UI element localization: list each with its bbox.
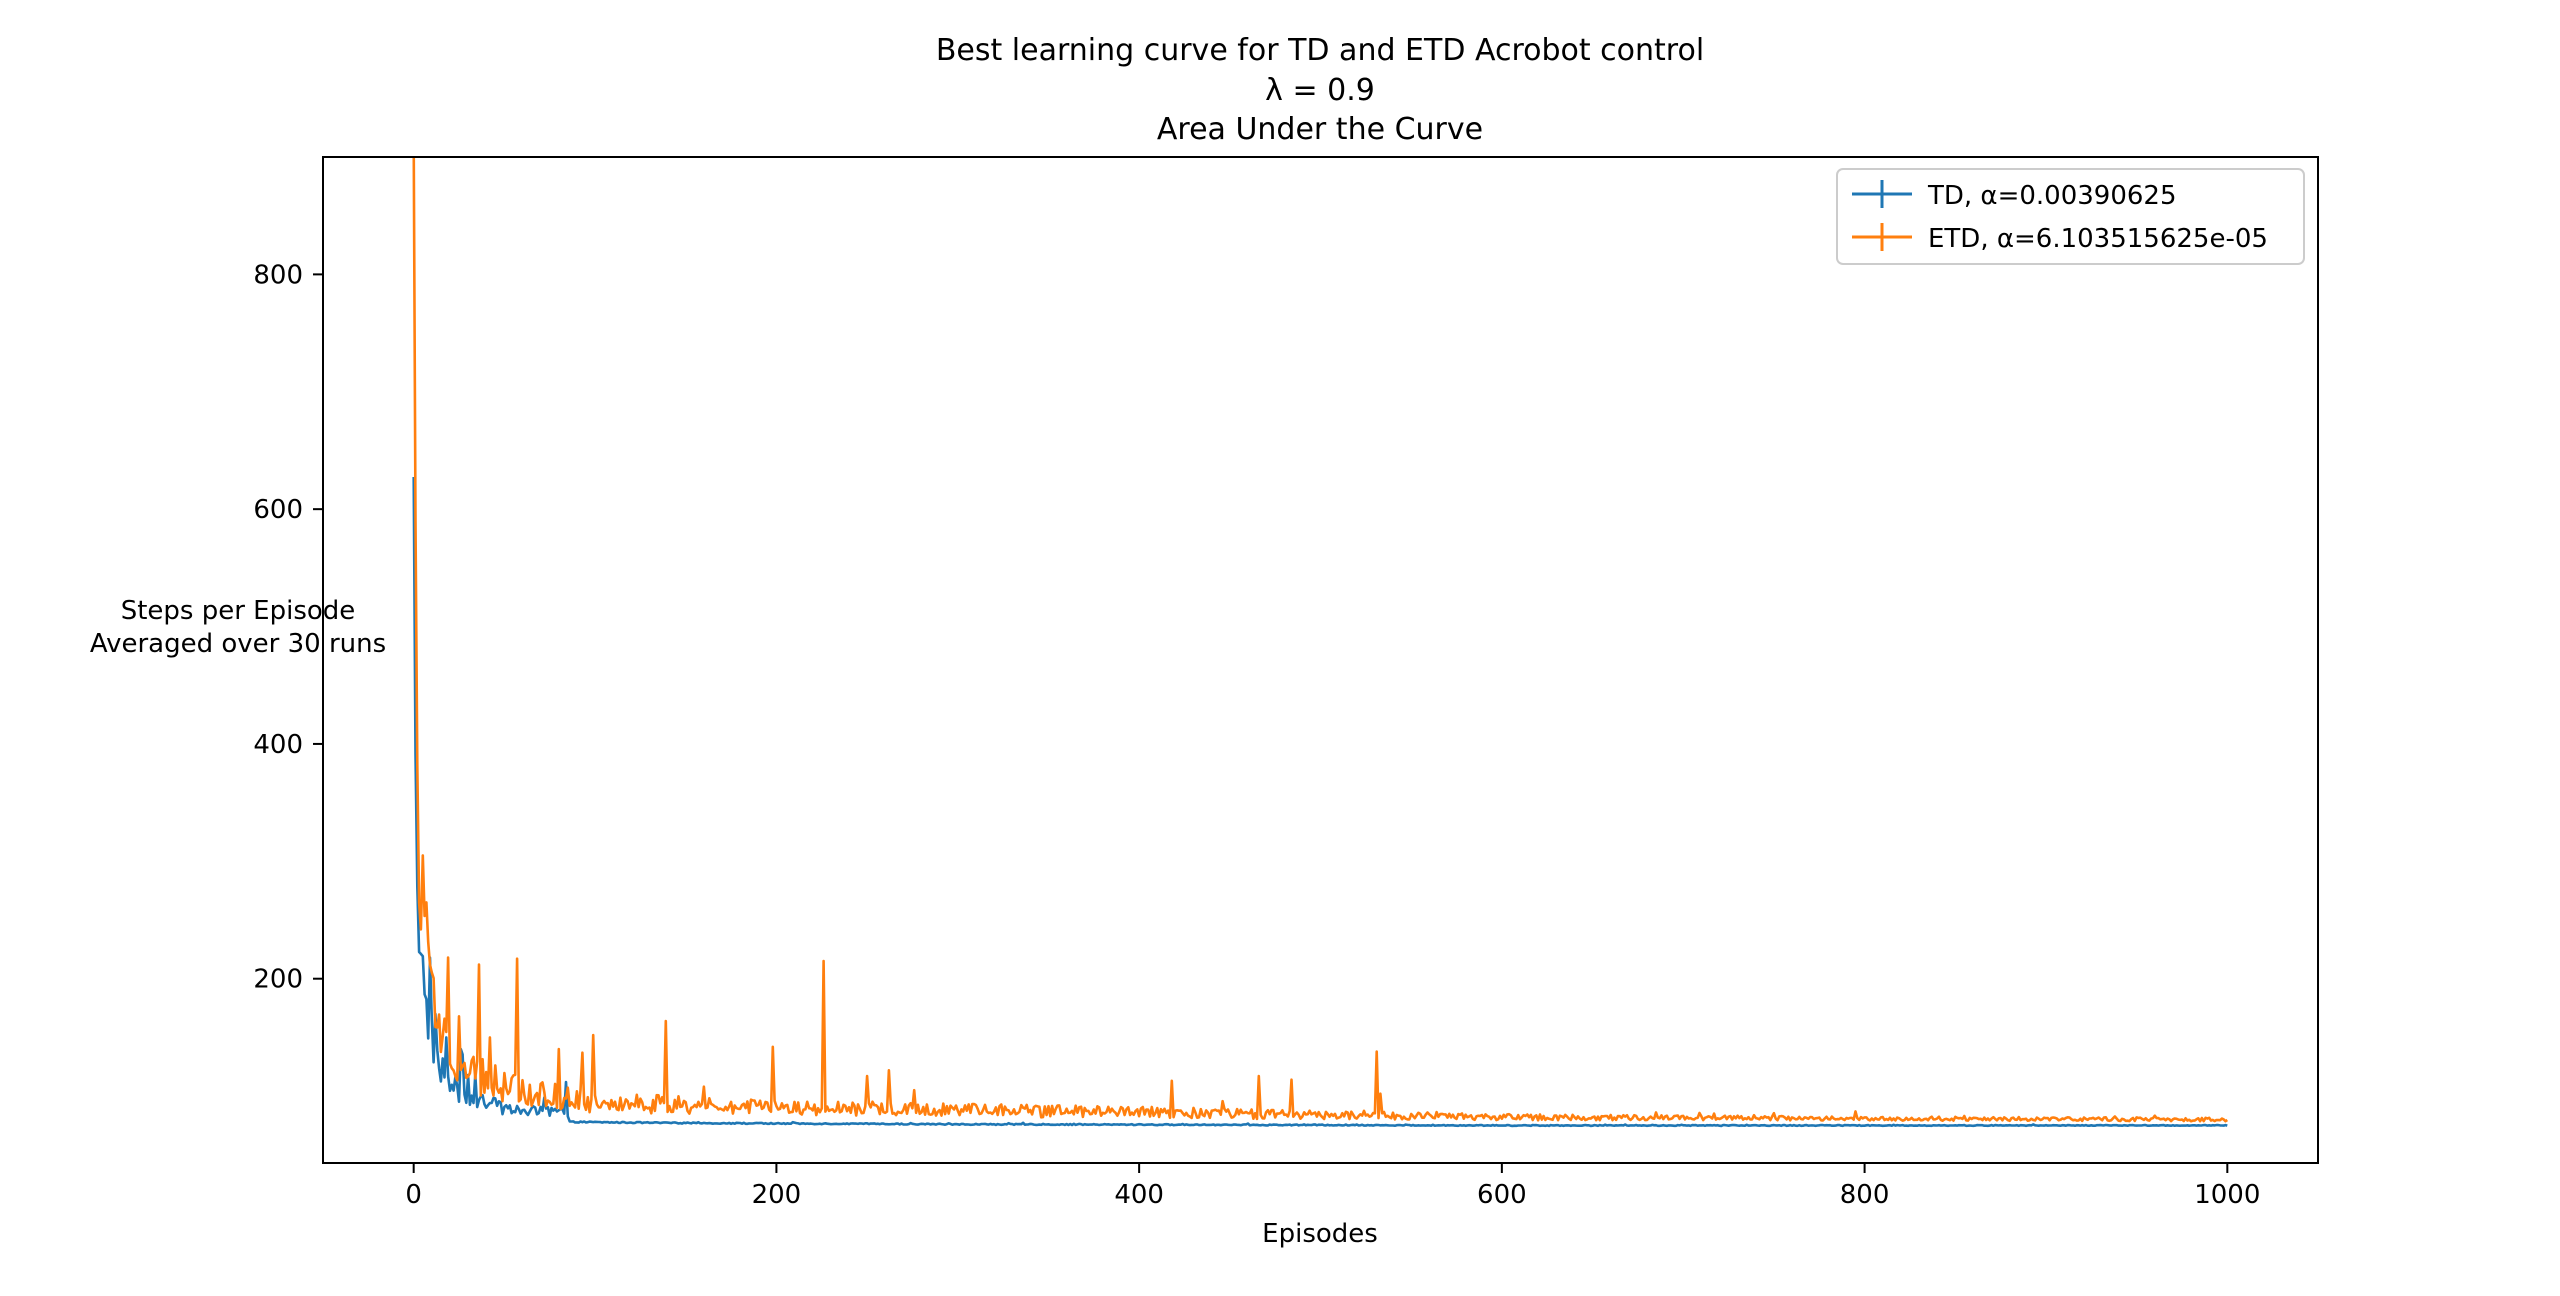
x-tick-label: 1000 (2194, 1180, 2260, 1210)
series-line-etd (412, 157, 2229, 1123)
chart-title-line-2: λ = 0.9 (1265, 73, 1375, 108)
y-tick-label: 400 (253, 730, 303, 760)
x-tick-label: 200 (752, 1180, 802, 1210)
legend-item-etd: ETD, α=6.103515625e-05 (1852, 223, 2268, 254)
legend-box (1836, 168, 2305, 265)
legend-label-etd: ETD, α=6.103515625e-05 (1928, 224, 2268, 254)
chart-title-line-1: Best learning curve for TD and ETD Acrob… (936, 33, 1704, 68)
legend: TD, α=0.00390625 ETD, α=6.103515625e-05 (1836, 168, 2305, 265)
y-tick-label: 600 (253, 495, 303, 525)
y-axis-label-line-2: Averaged over 30 runs (90, 629, 386, 659)
x-tick-label: 0 (405, 1180, 422, 1210)
y-tick-label: 800 (253, 260, 303, 290)
legend-label-td: TD, α=0.00390625 (1927, 181, 2177, 211)
y-axis-label-line-1: Steps per Episode (121, 596, 356, 626)
plot-frame (322, 156, 2319, 1164)
axis-ticks: 0 200 400 600 800 1000 200 400 600 800 (253, 260, 2260, 1210)
chart-title-line-3: Area Under the Curve (1157, 112, 1483, 147)
x-tick-label: 600 (1477, 1180, 1527, 1210)
y-tick-label: 200 (253, 965, 303, 995)
x-axis-label: Episodes (1262, 1219, 1378, 1249)
series-line-td (412, 476, 2228, 1128)
x-tick-label: 800 (1840, 1180, 1890, 1210)
series-layer (412, 157, 2229, 1128)
legend-item-td: TD, α=0.00390625 (1852, 180, 2177, 211)
x-tick-label: 400 (1114, 1180, 1164, 1210)
